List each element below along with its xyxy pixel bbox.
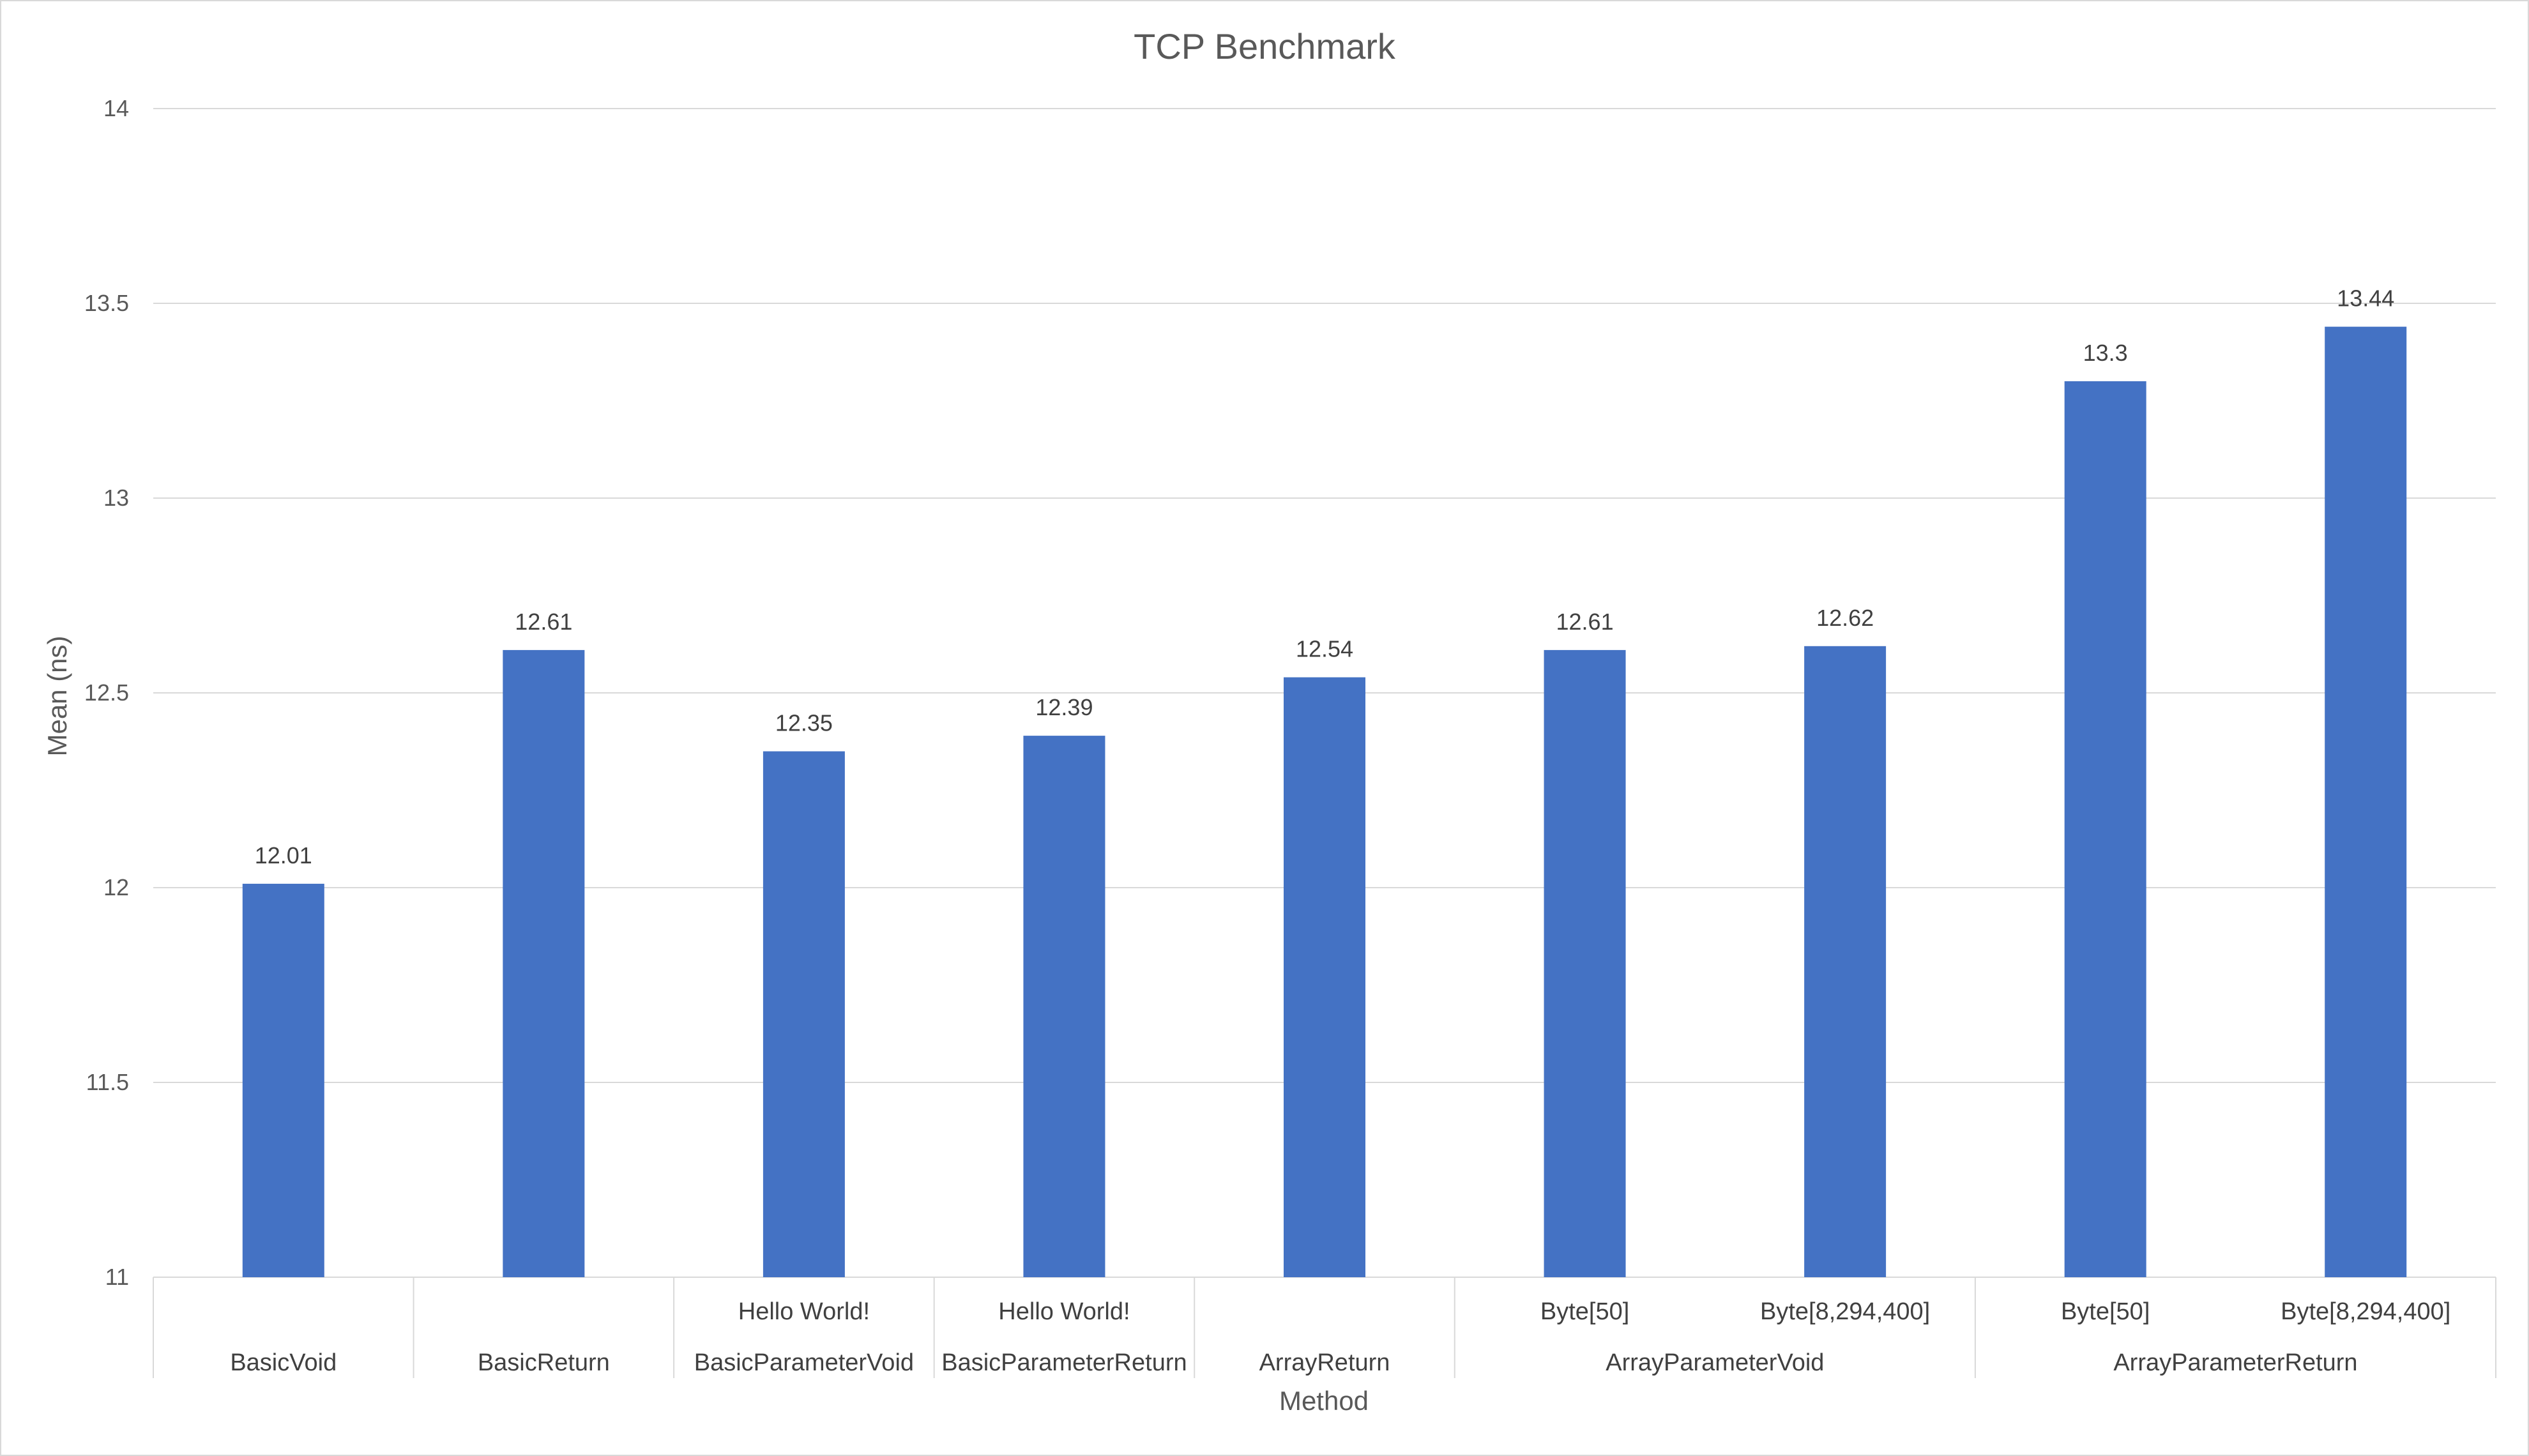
group-category-label: BasicReturn	[478, 1349, 610, 1376]
group-category-label: ArrayReturn	[1259, 1349, 1390, 1376]
y-tick-label: 13.5	[84, 290, 129, 316]
group-category-label: ArrayParameterReturn	[2113, 1349, 2357, 1376]
y-tick-label: 14	[103, 95, 129, 121]
bar	[242, 883, 324, 1277]
y-axis-ticks: 11 11.5 12 12.5 13 13.5 14	[84, 95, 129, 1290]
x-axis-title: Method	[1279, 1386, 1369, 1416]
bars	[242, 326, 2407, 1278]
y-tick-label: 12	[103, 874, 129, 900]
bar	[503, 649, 585, 1277]
group-category-label: BasicParameterVoid	[694, 1349, 914, 1376]
bar	[1544, 649, 1626, 1277]
bar	[1804, 646, 1887, 1277]
bar	[763, 751, 845, 1277]
x-axis-categories: Hello World! Hello World! Byte[50] Byte[8,2…	[153, 1277, 2496, 1378]
sub-category-label: Byte[50]	[1540, 1298, 1629, 1325]
sub-category-label: Byte[8,294,400]	[2281, 1298, 2450, 1325]
bar	[2325, 326, 2407, 1278]
group-category-label: BasicVoid	[230, 1349, 337, 1376]
data-label: 13.44	[2337, 285, 2394, 312]
data-label: 12.01	[255, 842, 312, 868]
group-category-label: BasicParameterReturn	[941, 1349, 1187, 1376]
sub-category-label: Byte[50]	[2061, 1298, 2150, 1325]
group-category-label: ArrayParameterVoid	[1606, 1349, 1824, 1376]
y-tick-label: 12.5	[84, 679, 129, 706]
data-labels: 12.01 12.61 12.35 12.39 12.54 12.61 12.62 13.3 1…	[255, 285, 2395, 868]
y-tick-label: 11	[105, 1264, 129, 1290]
data-label: 12.39	[1035, 694, 1093, 720]
data-label: 12.61	[1556, 609, 1614, 635]
y-tick-label: 11.5	[86, 1069, 129, 1095]
data-label: 12.62	[1816, 605, 1874, 631]
bar	[1023, 736, 1105, 1277]
sub-category-label: Byte[8,294,400]	[1760, 1298, 1930, 1325]
sub-category-label: Hello World!	[998, 1298, 1130, 1325]
sub-category-label: Hello World!	[738, 1298, 870, 1325]
y-tick-label: 13	[103, 485, 129, 511]
bar	[1284, 677, 1365, 1277]
data-label: 13.3	[2083, 340, 2128, 366]
chart-title: TCP Benchmark	[1134, 26, 1396, 66]
data-label: 12.61	[515, 609, 572, 635]
y-axis-title: Mean (ns)	[42, 635, 72, 756]
data-label: 12.54	[1296, 636, 1353, 662]
data-label: 12.35	[775, 710, 833, 736]
bar	[2064, 381, 2146, 1277]
